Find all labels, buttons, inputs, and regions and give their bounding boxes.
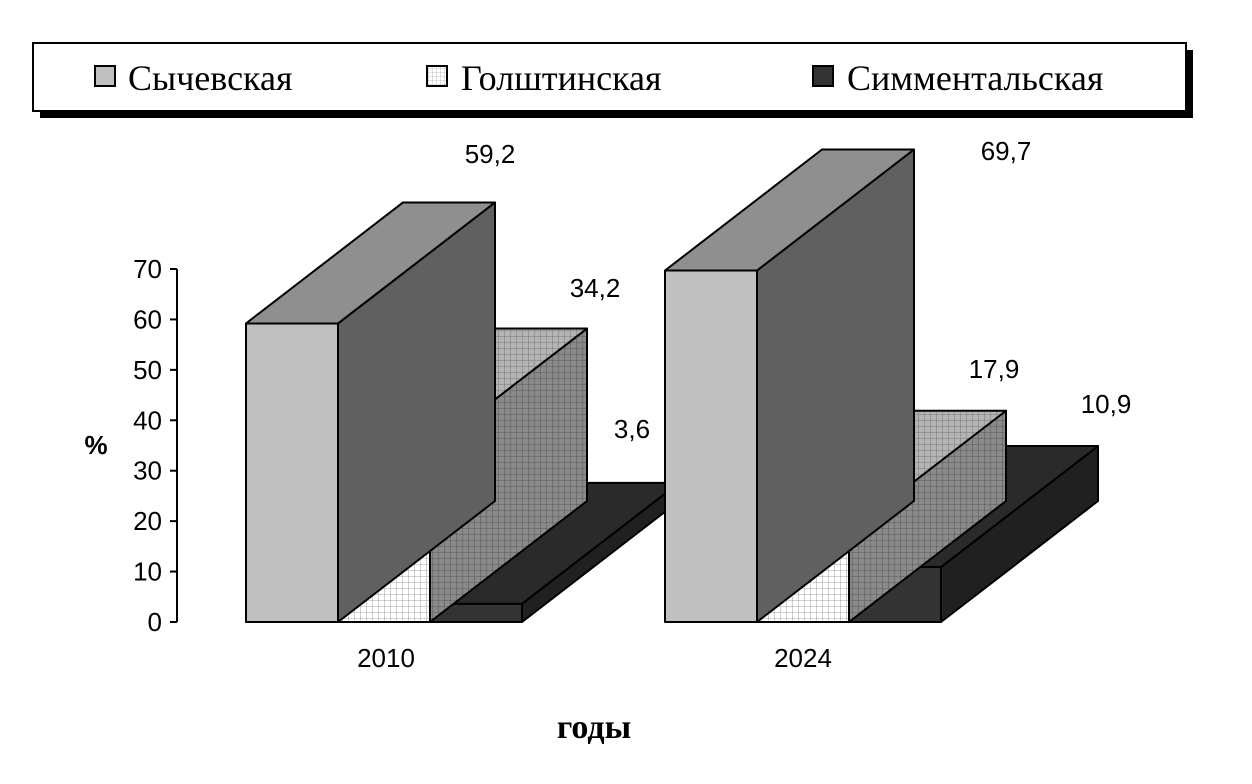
value-label-simmentalskaya-2010: 3,6 [614, 414, 650, 444]
value-label-sychevskaya-2024: 69,7 [981, 136, 1032, 166]
value-label-golshtinskaya-2024: 17,9 [969, 354, 1020, 384]
category-label-2010: 2010 [357, 643, 415, 673]
category-label-2024: 2024 [774, 643, 832, 673]
y-axis: 0 10 20 30 40 50 60 70 [133, 254, 178, 637]
legend-box [32, 42, 1187, 112]
value-label-sychevskaya-2010: 59,2 [465, 139, 516, 169]
legend: Сычевская Голштинская Симментальская [32, 42, 1193, 118]
bar-front-sychevskaya-2024 [664, 269, 758, 623]
y-tick-label-20: 20 [133, 506, 162, 536]
y-tick-label-10: 10 [133, 557, 162, 587]
bar-front-sychevskaya-2010 [245, 322, 339, 623]
bar-sychevskaya-2024 [664, 148, 915, 623]
y-tick-label-40: 40 [133, 405, 162, 435]
y-tick-label-0: 0 [148, 607, 162, 637]
bars [245, 148, 1099, 623]
x-axis-label: годы [557, 709, 631, 746]
value-label-golshtinskaya-2010: 34,2 [570, 273, 621, 303]
legend-swatch-series-1 [426, 65, 448, 87]
y-tick-label-70: 70 [133, 254, 162, 284]
legend-label-series-1: Голштинская [461, 58, 662, 98]
legend-swatch-series-2 [812, 65, 834, 87]
y-tick-label-30: 30 [133, 456, 162, 486]
value-label-simmentalskaya-2024: 10,9 [1081, 389, 1132, 419]
bar-sychevskaya-2010 [245, 201, 496, 623]
legend-swatch-series-0 [94, 65, 116, 87]
legend-label-series-2: Симментальская [847, 58, 1103, 98]
y-tick-label-50: 50 [133, 355, 162, 385]
legend-label-series-0: Сычевская [128, 58, 293, 98]
y-tick-label-60: 60 [133, 304, 162, 334]
y-axis-label: % [84, 430, 107, 460]
